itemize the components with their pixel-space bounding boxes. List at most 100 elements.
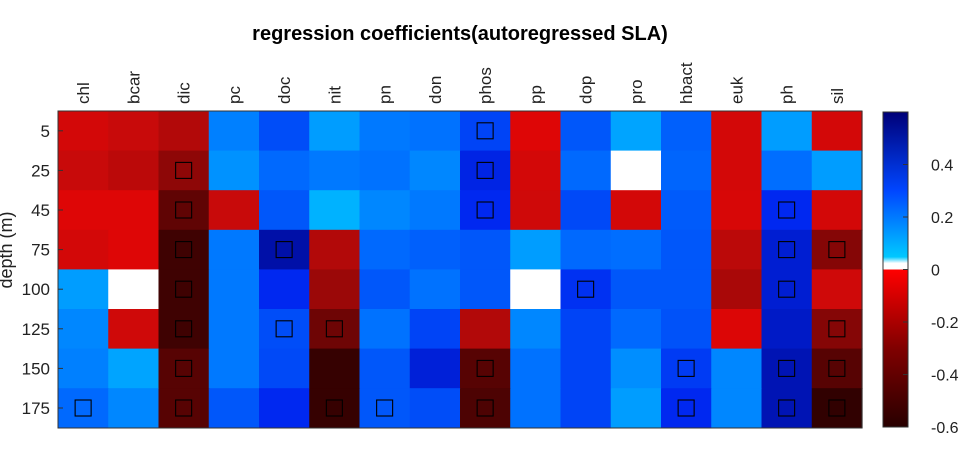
heatmap-cell (409, 348, 461, 389)
heatmap-cell (208, 309, 260, 350)
significance-marker (275, 320, 293, 338)
heatmap-cell (158, 150, 210, 191)
x-tick-label: pn (376, 85, 395, 104)
heatmap-cell (108, 150, 160, 191)
heatmap-cell (409, 229, 461, 270)
heatmap-cells (58, 111, 863, 429)
x-tick-label: bcar (124, 71, 143, 104)
heatmap-cell (359, 111, 411, 152)
heatmap-cell (58, 229, 109, 270)
x-tick-label: don (426, 76, 445, 104)
significance-marker (828, 241, 846, 259)
significance-marker (476, 161, 494, 179)
heatmap-cell (610, 190, 662, 231)
heatmap-cell (158, 190, 210, 231)
heatmap-cell (661, 388, 712, 429)
heatmap-cell (359, 269, 411, 310)
heatmap-cell (58, 150, 109, 191)
heatmap-cell (208, 150, 260, 191)
heatmap-cell (208, 229, 260, 270)
significance-marker (175, 241, 193, 259)
heatmap-cell (58, 348, 109, 389)
heatmap-cell (560, 150, 612, 191)
heatmap-cell (309, 309, 361, 350)
heatmap-cell (761, 229, 813, 270)
x-tick-label: pp (526, 85, 545, 104)
colorbar-tick-label: -0.4 (931, 368, 959, 385)
x-tick-label: pro (627, 79, 646, 104)
heatmap-cell (158, 111, 210, 152)
heatmap-cell (208, 269, 260, 310)
x-tick-label: pc (225, 86, 244, 104)
heatmap-cell (460, 388, 511, 429)
heatmap-cell (309, 111, 361, 152)
heatmap-cell (661, 229, 712, 270)
significance-marker (175, 399, 193, 417)
heatmap-cell (208, 348, 260, 389)
significance-marker (677, 359, 695, 377)
significance-markers (74, 122, 846, 417)
significance-marker (376, 399, 394, 417)
heatmap-cell (711, 229, 763, 270)
heatmap-cell (259, 229, 310, 270)
heatmap-cell (560, 229, 612, 270)
heatmap-cell (811, 309, 863, 350)
y-tick-label: 100 (22, 280, 50, 299)
heatmap-cell (711, 309, 763, 350)
heatmap-cell (58, 111, 109, 152)
significance-marker (828, 399, 846, 417)
heatmap-cell (108, 388, 160, 429)
heatmap-cell (58, 190, 109, 231)
heatmap-cell (409, 111, 461, 152)
colorbar-ticks: 0.4 0.2 0 -0.2 -0.4 -0.6 (903, 158, 959, 437)
heatmap-cell (560, 190, 612, 231)
significance-marker (476, 399, 494, 417)
heatmap-cell (610, 309, 662, 350)
heatmap-cell (208, 111, 260, 152)
heatmap-cell (661, 150, 712, 191)
significance-marker (275, 241, 293, 259)
heatmap-cell (510, 150, 562, 191)
heatmap-cell (510, 269, 562, 310)
heatmap-cell (610, 111, 662, 152)
heatmap-cell (510, 388, 562, 429)
heatmap-cell (460, 190, 511, 231)
heatmap-cell (610, 229, 662, 270)
heatmap-cell (761, 269, 813, 310)
significance-marker (175, 280, 193, 298)
heatmap-cell (610, 269, 662, 310)
y-tick-label: 175 (22, 399, 50, 418)
heatmap-cell (309, 229, 361, 270)
heatmap-cell (58, 388, 109, 429)
heatmap-cell (158, 388, 210, 429)
heatmap-cell (761, 388, 813, 429)
plot-frame (57, 110, 863, 429)
heatmap-cell (259, 309, 310, 350)
heatmap-cell (108, 348, 160, 389)
heatmap-cell (409, 309, 461, 350)
x-tick-label: dop (577, 76, 596, 104)
heatmap-cell (711, 388, 763, 429)
heatmap-cell (711, 348, 763, 389)
heatmap-cell (208, 190, 260, 231)
heatmap-cell (510, 111, 562, 152)
heatmap-cell (460, 309, 511, 350)
x-tick-label: euk (727, 76, 746, 104)
heatmap-cell (510, 309, 562, 350)
x-tick-label: nit (325, 86, 344, 104)
x-tick-label: chl (74, 82, 93, 104)
significance-marker (175, 359, 193, 377)
heatmap-cell (761, 309, 813, 350)
heatmap-cell (761, 150, 813, 191)
significance-marker (778, 241, 796, 259)
x-tick-label: ph (778, 85, 797, 104)
heatmap-cell (309, 388, 361, 429)
y-axis-title: depth (m) (0, 211, 16, 288)
significance-marker (577, 280, 595, 298)
heatmap-cell (309, 348, 361, 389)
heatmap-cell (811, 269, 863, 310)
significance-marker (778, 280, 796, 298)
heatmap-cell (761, 348, 813, 389)
heatmap-cell (661, 348, 712, 389)
